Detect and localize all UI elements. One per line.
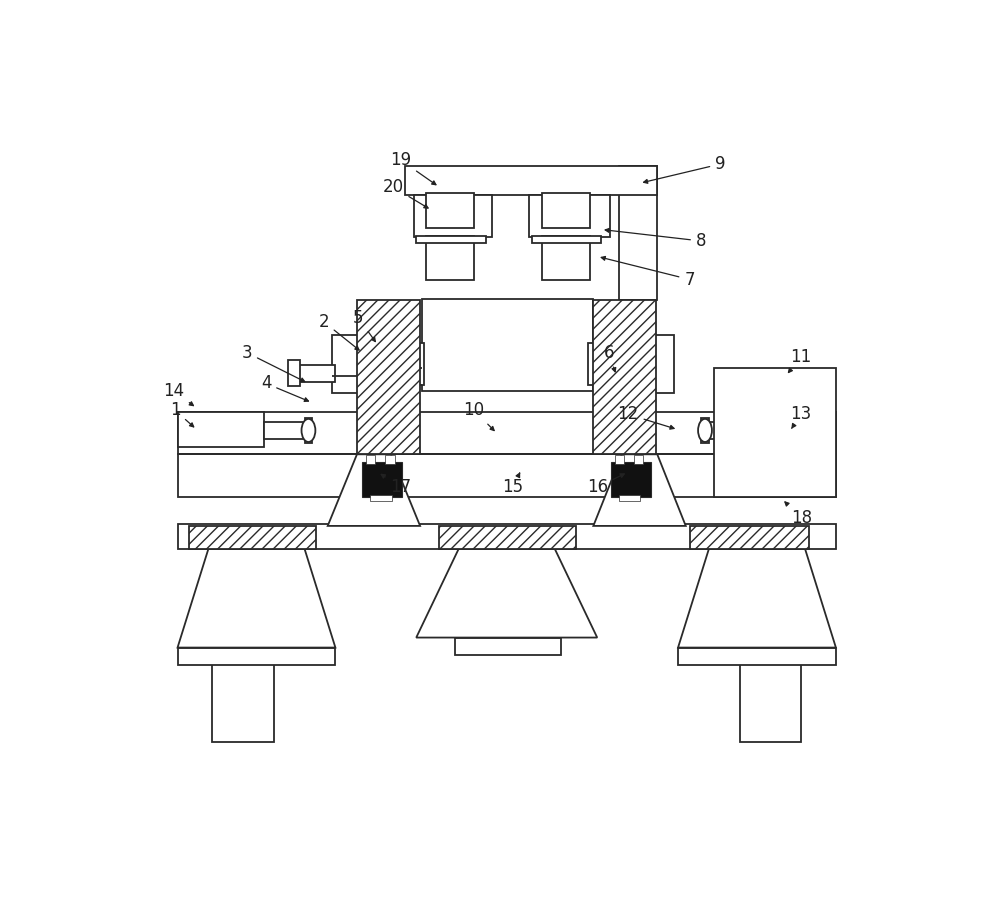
- Bar: [298, 365, 335, 382]
- Bar: [178, 455, 836, 497]
- Bar: [370, 495, 392, 501]
- Bar: [690, 526, 809, 549]
- Text: 9: 9: [644, 155, 726, 183]
- Bar: [178, 412, 836, 455]
- Text: 12: 12: [617, 406, 674, 429]
- Text: 11: 11: [788, 347, 812, 372]
- Bar: [416, 236, 486, 243]
- Bar: [357, 300, 420, 455]
- Bar: [634, 335, 674, 393]
- Text: 6: 6: [604, 344, 616, 371]
- Bar: [542, 236, 590, 279]
- Bar: [439, 526, 576, 549]
- Text: 20: 20: [383, 178, 428, 208]
- Text: 16: 16: [587, 474, 624, 496]
- Polygon shape: [178, 549, 335, 648]
- Bar: [714, 368, 836, 497]
- Text: 4: 4: [261, 374, 308, 401]
- Bar: [634, 455, 643, 464]
- Bar: [426, 193, 474, 228]
- Bar: [178, 412, 264, 446]
- Bar: [619, 165, 657, 300]
- Text: 10: 10: [463, 401, 494, 431]
- Text: 5: 5: [353, 309, 375, 342]
- Bar: [588, 343, 636, 385]
- Bar: [374, 343, 424, 385]
- Bar: [593, 300, 656, 455]
- Bar: [264, 422, 306, 439]
- Text: 17: 17: [381, 474, 411, 496]
- Bar: [678, 648, 836, 664]
- Bar: [366, 455, 375, 464]
- Ellipse shape: [302, 419, 315, 442]
- Bar: [707, 422, 744, 439]
- Polygon shape: [593, 455, 686, 526]
- Text: 18: 18: [785, 502, 812, 528]
- Polygon shape: [416, 549, 597, 638]
- Bar: [332, 335, 376, 393]
- Bar: [740, 657, 801, 741]
- Text: 2: 2: [319, 313, 359, 350]
- Ellipse shape: [698, 419, 712, 442]
- Bar: [178, 648, 335, 664]
- Text: 8: 8: [605, 228, 706, 250]
- Bar: [405, 165, 657, 195]
- Bar: [542, 193, 590, 228]
- Bar: [189, 526, 316, 549]
- Text: 7: 7: [601, 257, 695, 288]
- Bar: [426, 236, 474, 279]
- Text: 14: 14: [163, 383, 193, 406]
- Text: 1: 1: [170, 401, 194, 427]
- Bar: [305, 418, 312, 443]
- Bar: [615, 455, 624, 464]
- Bar: [288, 360, 300, 386]
- Text: 19: 19: [390, 152, 436, 185]
- Bar: [414, 195, 492, 237]
- Bar: [212, 657, 274, 741]
- Bar: [178, 525, 836, 549]
- Text: 3: 3: [242, 344, 305, 382]
- Polygon shape: [678, 549, 836, 648]
- Bar: [742, 412, 836, 446]
- Bar: [455, 638, 561, 654]
- Bar: [529, 195, 610, 237]
- Text: 13: 13: [791, 406, 812, 429]
- Polygon shape: [328, 455, 420, 526]
- Bar: [385, 455, 395, 464]
- Bar: [619, 495, 640, 501]
- Bar: [611, 462, 651, 497]
- Bar: [422, 298, 593, 391]
- Bar: [701, 418, 709, 443]
- Text: 15: 15: [502, 473, 523, 496]
- Bar: [362, 462, 402, 497]
- Bar: [532, 236, 601, 243]
